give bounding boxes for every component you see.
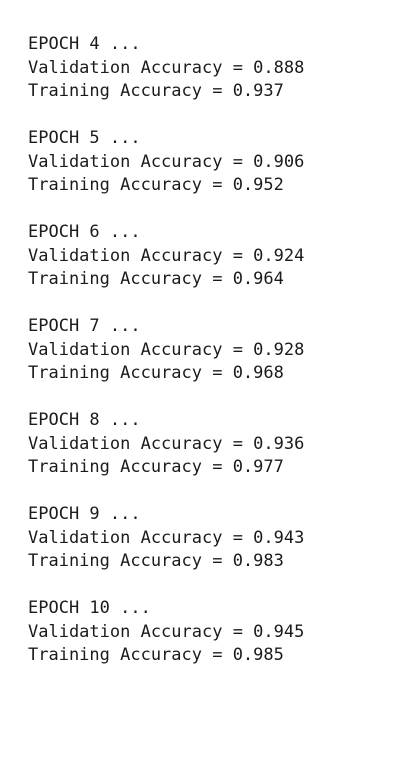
epoch-block: EPOCH 10 ... Validation Accuracy = 0.945…	[28, 597, 402, 668]
epoch-block: EPOCH 8 ... Validation Accuracy = 0.936 …	[28, 409, 402, 480]
epoch-block: EPOCH 5 ... Validation Accuracy = 0.906 …	[28, 127, 402, 198]
validation-accuracy-line: Validation Accuracy = 0.906	[28, 151, 305, 172]
validation-accuracy-line: Validation Accuracy = 0.888	[28, 57, 305, 78]
training-accuracy-line: Training Accuracy = 0.977	[28, 457, 284, 477]
validation-accuracy-line: Validation Accuracy = 0.924	[28, 245, 305, 266]
epoch-header: EPOCH 7 ...	[28, 316, 141, 336]
epoch-header: EPOCH 10 ...	[28, 598, 151, 618]
validation-accuracy-line: Validation Accuracy = 0.936	[28, 433, 305, 454]
training-accuracy-line: Training Accuracy = 0.964	[28, 269, 284, 289]
training-accuracy-line: Training Accuracy = 0.968	[28, 363, 284, 383]
epoch-header: EPOCH 4 ...	[28, 34, 141, 54]
validation-accuracy-line: Validation Accuracy = 0.928	[28, 339, 305, 360]
epoch-block: EPOCH 4 ... Validation Accuracy = 0.888 …	[28, 33, 402, 104]
epoch-block: EPOCH 7 ... Validation Accuracy = 0.928 …	[28, 315, 402, 386]
training-accuracy-line: Training Accuracy = 0.983	[28, 551, 284, 571]
epoch-block: EPOCH 6 ... Validation Accuracy = 0.924 …	[28, 221, 402, 292]
epoch-header: EPOCH 5 ...	[28, 128, 141, 148]
epoch-header: EPOCH 9 ...	[28, 504, 141, 524]
training-accuracy-line: Training Accuracy = 0.937	[28, 81, 284, 101]
epoch-block: EPOCH 9 ... Validation Accuracy = 0.943 …	[28, 503, 402, 574]
validation-accuracy-line: Validation Accuracy = 0.945	[28, 621, 305, 642]
epoch-header: EPOCH 6 ...	[28, 222, 141, 242]
training-accuracy-line: Training Accuracy = 0.985	[28, 645, 284, 665]
validation-accuracy-line: Validation Accuracy = 0.943	[28, 527, 305, 548]
epoch-header: EPOCH 8 ...	[28, 410, 141, 430]
training-accuracy-line: Training Accuracy = 0.952	[28, 175, 284, 195]
